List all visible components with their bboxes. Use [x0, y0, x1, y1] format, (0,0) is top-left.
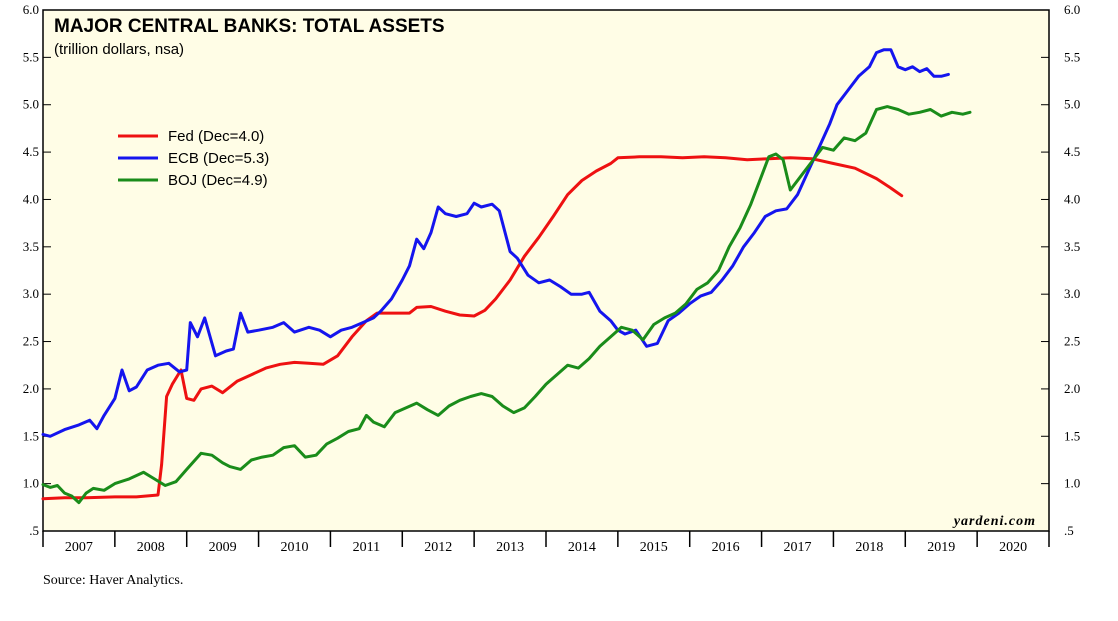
y-tick-label-left: 5.0: [23, 97, 39, 112]
x-year-label: 2020: [999, 540, 1027, 555]
y-tick-label-left: 3.5: [23, 239, 39, 254]
y-tick-label-right: 3.5: [1064, 239, 1080, 254]
legend-label: BOJ (Dec=4.9): [168, 172, 268, 189]
x-year-label: 2019: [927, 540, 955, 555]
y-tick-label-left: 2.5: [23, 334, 39, 349]
plot-area: [42, 9, 1050, 532]
y-tick-label-left: .5: [29, 523, 39, 538]
y-tick-label-right: 6.0: [1064, 2, 1080, 17]
x-year-label: 2011: [353, 540, 380, 555]
x-year-label: 2012: [424, 540, 452, 555]
x-year-label: 2010: [281, 540, 309, 555]
x-year-label: 2014: [568, 540, 596, 555]
y-tick-label-left: 3.0: [23, 286, 39, 301]
y-tick-label-right: 2.0: [1064, 381, 1080, 396]
y-tick-label-right: 4.5: [1064, 144, 1080, 159]
y-tick-label-right: 3.0: [1064, 286, 1080, 301]
legend-label: Fed (Dec=4.0): [168, 128, 264, 145]
x-year-label: 2016: [712, 540, 740, 555]
y-tick-label-left: 6.0: [23, 2, 39, 17]
y-axis-ticks: .5 .5 1.0 1.0 1.5 1.5 2.0 2.0 2.5 2.5 3.0 3.0 3.5 3.5…: [23, 2, 1081, 538]
y-tick-label-left: 4.0: [23, 191, 39, 206]
y-tick-label-right: 1.5: [1064, 428, 1080, 443]
source-note: Source: Haver Analytics.: [43, 573, 184, 588]
x-year-label: 2015: [640, 540, 668, 555]
y-tick-label-right: 4.0: [1064, 191, 1080, 206]
series-lines: [41, 48, 972, 505]
x-year-label: 2008: [137, 540, 165, 555]
legend: Fed (Dec=4.0) ECB (Dec=5.3) BOJ (Dec=4.9): [118, 128, 269, 189]
chart-subtitle: (trillion dollars, nsa): [54, 41, 184, 58]
x-year-label: 2018: [855, 540, 883, 555]
x-year-label: 2013: [496, 540, 524, 555]
series-line-0: [41, 155, 904, 501]
y-tick-label-left: 1.5: [23, 428, 39, 443]
y-tick-label-right: 5.5: [1064, 49, 1080, 64]
y-tick-label-left: 2.0: [23, 381, 39, 396]
x-axis: 2007 2008 2009 2010 2011 2012 2013 2014 2015 2016…: [42, 531, 1050, 555]
x-year-label: 2017: [784, 540, 812, 555]
yardeni-watermark: yardeni.com: [952, 514, 1036, 529]
legend-label: ECB (Dec=5.3): [168, 150, 269, 167]
y-tick-label-right: 1.0: [1064, 476, 1080, 491]
y-tick-label-right: 5.0: [1064, 97, 1080, 112]
y-tick-label-left: 4.5: [23, 144, 39, 159]
x-year-label: 2009: [209, 540, 237, 555]
series-line-1: [41, 48, 950, 438]
y-tick-label-right: 2.5: [1064, 334, 1080, 349]
y-tick-label-right: .5: [1064, 523, 1074, 538]
y-tick-label-left: 5.5: [23, 49, 39, 64]
series-line-2: [41, 105, 972, 505]
chart-title: MAJOR CENTRAL BANKS: TOTAL ASSETS: [54, 16, 445, 37]
y-tick-label-left: 1.0: [23, 476, 39, 491]
x-year-label: 2007: [65, 540, 93, 555]
